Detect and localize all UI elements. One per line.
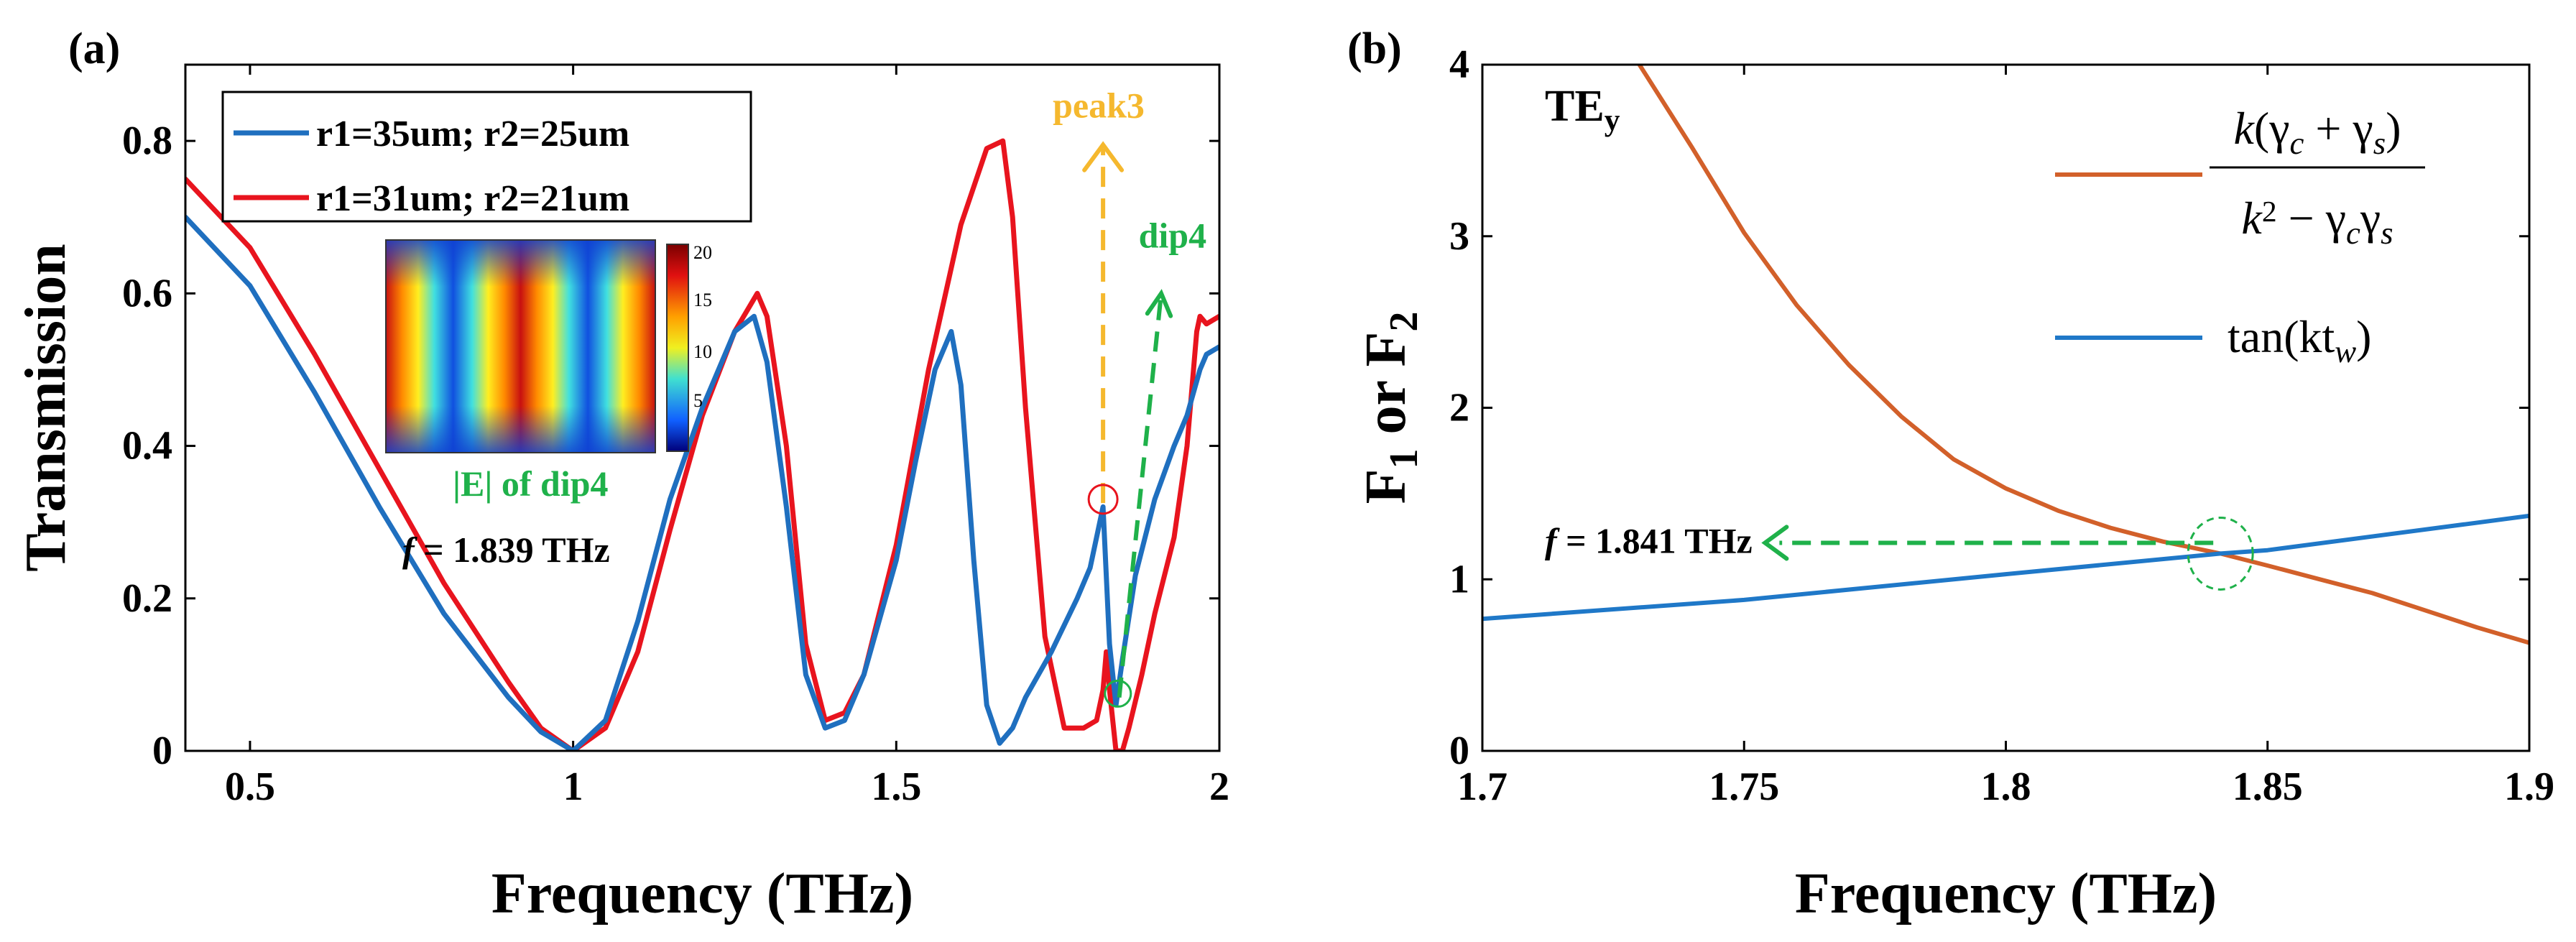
plot-frame	[1481, 63, 2531, 752]
y-tick-label: 0.4	[122, 424, 172, 468]
x-axis-label: Frequency (THz)	[1795, 862, 2217, 925]
y-tick-label: 3	[1449, 214, 1469, 259]
panel-b-label: (b)	[1347, 24, 1402, 73]
series-line	[1638, 65, 2529, 645]
peak3-marker	[1087, 484, 1119, 515]
legend-formula-numerator: k(γc + γs)	[2233, 103, 2401, 161]
x-tick-label: 1.7	[1457, 765, 1508, 809]
colorbar-tick-label: 20	[693, 242, 712, 263]
x-axis-label: Frequency (THz)	[491, 862, 913, 925]
y-tick-label: 2	[1449, 386, 1469, 430]
intersection-marker	[2187, 516, 2254, 591]
colorbar-tick-label: 10	[693, 341, 712, 362]
x-tick-label: 1.75	[1709, 765, 1779, 809]
legend-label: r1=35um; r2=25um	[316, 114, 629, 154]
series-line	[185, 214, 1219, 751]
dip4-label: dip4	[1139, 216, 1207, 256]
x-tick-label: 1.9	[2504, 765, 2554, 809]
colorbar-tick-label: 15	[693, 290, 712, 310]
y-axis-label: F1 or F2	[1354, 312, 1426, 504]
x-tick-label: 1.85	[2233, 765, 2303, 809]
x-tick-label: 2	[1209, 765, 1229, 809]
y-axis-label: Transmission	[14, 244, 78, 571]
intersection-frequency-label: f = 1.841 THz	[1545, 520, 1753, 560]
colorbar-tick-label: 5	[693, 390, 703, 411]
inset-heatmap-shade	[386, 240, 655, 453]
peak3-label: peak3	[1053, 86, 1145, 126]
panel-b-chart: 1.7 1.75 1.8 1.85 1.9 0 1 2 3 4 Frequency (THz) F1 …	[1354, 42, 2554, 925]
dip4-arrowhead	[1145, 289, 1173, 318]
series-line	[185, 138, 1219, 751]
series-group	[1482, 65, 2529, 645]
series-line	[1482, 513, 2529, 622]
panel-a-label: (a)	[68, 24, 120, 73]
x-tick-label: 1.8	[1981, 765, 2031, 809]
dip4-frequency-label: f = 1.839 THz	[402, 530, 610, 570]
y-tick-label: 0	[1449, 729, 1469, 773]
legend-box	[221, 91, 752, 223]
y-tick-label: 0.8	[122, 119, 172, 163]
y-tick-label: 0.6	[122, 271, 172, 315]
legend: r1=35um; r2=25um r1=31um; r2=21um	[221, 91, 752, 223]
y-tick-label: 0	[152, 729, 172, 773]
dip4-marker	[1104, 679, 1132, 708]
series-group	[185, 138, 1219, 751]
inset-caption: |E| of dip4	[453, 463, 609, 504]
y-tick-label: 4	[1449, 42, 1469, 87]
x-tick-label: 1.5	[871, 765, 921, 809]
x-tick-label: 1	[563, 765, 583, 809]
dip4-arrow-shaft	[1117, 293, 1164, 698]
inset-field-map: 20 15 10 5	[385, 239, 712, 453]
x-tick-label: 0.5	[225, 765, 275, 809]
mode-label: TEy	[1545, 82, 1620, 137]
y-tick-label: 1	[1449, 557, 1469, 601]
plot-frame	[184, 63, 1221, 752]
legend-formula-tan: tan(ktw)	[2228, 311, 2371, 369]
peak3-arrowhead	[1082, 141, 1125, 172]
inset-colorbar	[666, 244, 689, 452]
y-tick-label: 0.2	[122, 576, 172, 621]
legend-formula-denominator: k2 − γcγs	[2241, 193, 2393, 251]
intersection-arrowhead	[1761, 525, 1789, 561]
inset-frame	[385, 239, 656, 453]
legend-label: r1=31um; r2=21um	[316, 178, 629, 219]
